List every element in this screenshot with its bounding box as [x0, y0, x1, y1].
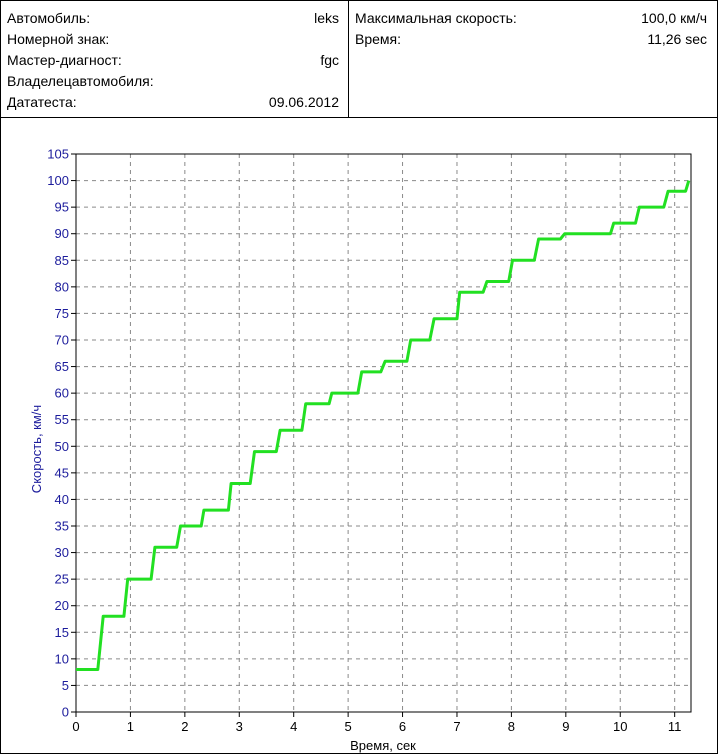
x-tick-label: 10	[613, 719, 627, 734]
y-tick-label: 5	[62, 678, 69, 693]
test-info-panel: Автомобиль: leks Номерной знак: Мастер-д…	[1, 1, 717, 118]
y-tick-label: 20	[55, 598, 69, 613]
info-row-master: Мастер-диагност: fgc	[7, 50, 339, 70]
y-tick-label: 30	[55, 545, 69, 560]
info-row-date: Дататеста: 09.06.2012	[7, 92, 339, 112]
x-axis-title: Время, сек	[350, 738, 416, 753]
y-tick-label: 80	[55, 279, 69, 294]
y-axis-title: Скорость, км/ч	[29, 405, 44, 493]
y-tick-label: 15	[55, 625, 69, 640]
speed-time-chart: 0510152025303540455055606570758085909510…	[29, 147, 692, 753]
x-tick-label: 6	[399, 719, 406, 734]
chart-series	[76, 180, 691, 671]
x-tick-label: 4	[290, 719, 297, 734]
y-tick-label: 70	[55, 333, 69, 348]
y-tick-label: 25	[55, 572, 69, 587]
x-tick-label: 8	[508, 719, 515, 734]
x-tick-label: 5	[345, 719, 352, 734]
y-tick-label: 10	[55, 651, 69, 666]
x-tick-label: 3	[236, 719, 243, 734]
x-tick-label: 1	[127, 719, 134, 734]
vehicle-value: leks	[314, 10, 339, 26]
x-tick-label: 11	[668, 719, 682, 734]
result-info: Максимальная скорость: 100,0 км/ч Время:…	[349, 1, 717, 117]
master-value: fgc	[320, 52, 339, 68]
y-tick-label: 65	[55, 359, 69, 374]
x-tick-label: 2	[181, 719, 188, 734]
chart-tick-labels: 0510152025303540455055606570758085909510…	[47, 147, 681, 735]
owner-label: Владелецавтомобиля:	[7, 73, 154, 89]
speed-series-line	[76, 180, 691, 671]
y-tick-label: 105	[47, 147, 69, 162]
vehicle-label: Автомобиль:	[7, 10, 91, 26]
y-tick-label: 85	[55, 253, 69, 268]
y-tick-label: 45	[55, 465, 69, 480]
y-tick-label: 0	[62, 705, 69, 720]
plot-border	[75, 153, 692, 713]
time-value: 11,26 sec	[647, 31, 707, 47]
y-tick-label: 75	[55, 306, 69, 321]
chart-grid	[76, 153, 691, 712]
y-tick-label: 50	[55, 439, 69, 454]
max-speed-label: Максимальная скорость:	[355, 10, 517, 26]
date-label: Дататеста:	[7, 94, 77, 110]
max-speed-value: 100,0 км/ч	[641, 10, 707, 26]
y-tick-label: 95	[55, 200, 69, 215]
info-row-plate: Номерной знак:	[7, 29, 339, 49]
chart-axes	[71, 153, 692, 717]
y-tick-label: 40	[55, 492, 69, 507]
info-row-max-speed: Максимальная скорость: 100,0 км/ч	[355, 8, 707, 28]
x-tick-label: 7	[453, 719, 460, 734]
y-tick-label: 55	[55, 412, 69, 427]
y-tick-label: 90	[55, 226, 69, 241]
y-tick-label: 60	[55, 386, 69, 401]
time-label: Время:	[355, 31, 402, 47]
y-tick-label: 35	[55, 519, 69, 534]
info-row-time: Время: 11,26 sec	[355, 29, 707, 49]
info-row-owner: Владелецавтомобиля:	[7, 71, 339, 91]
x-tick-label: 9	[562, 719, 569, 734]
vehicle-info: Автомобиль: leks Номерной знак: Мастер-д…	[1, 1, 349, 117]
y-tick-label: 100	[47, 173, 69, 188]
x-tick-label: 0	[72, 719, 79, 734]
plate-label: Номерной знак:	[7, 31, 110, 47]
master-label: Мастер-диагност:	[7, 52, 122, 68]
info-row-vehicle: Автомобиль: leks	[7, 8, 339, 28]
date-value: 09.06.2012	[268, 94, 339, 110]
